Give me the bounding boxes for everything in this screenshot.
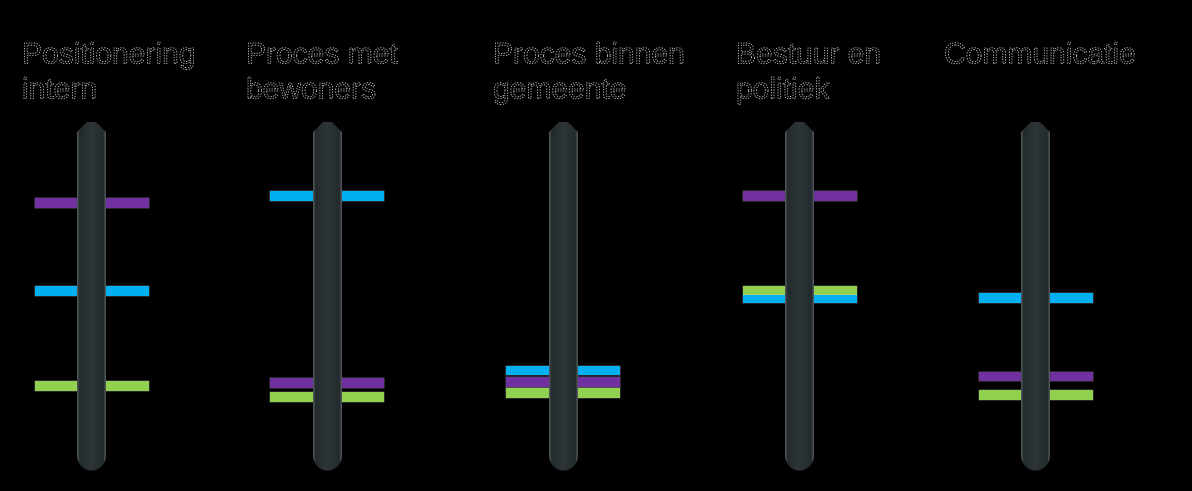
svg-text:Proces binnen: Proces binnen — [493, 38, 685, 71]
svg-text:gemeente: gemeente — [493, 73, 626, 106]
svg-text:intern: intern — [22, 73, 97, 106]
svg-text:Communicatie: Communicatie — [944, 38, 1136, 71]
svg-text:Bestuur en: Bestuur en — [736, 38, 881, 71]
svg-text:Positionering: Positionering — [22, 38, 195, 71]
svg-text:Proces met: Proces met — [246, 38, 398, 71]
svg-text:bewoners: bewoners — [246, 73, 376, 106]
svg-text:politiek: politiek — [736, 73, 830, 106]
